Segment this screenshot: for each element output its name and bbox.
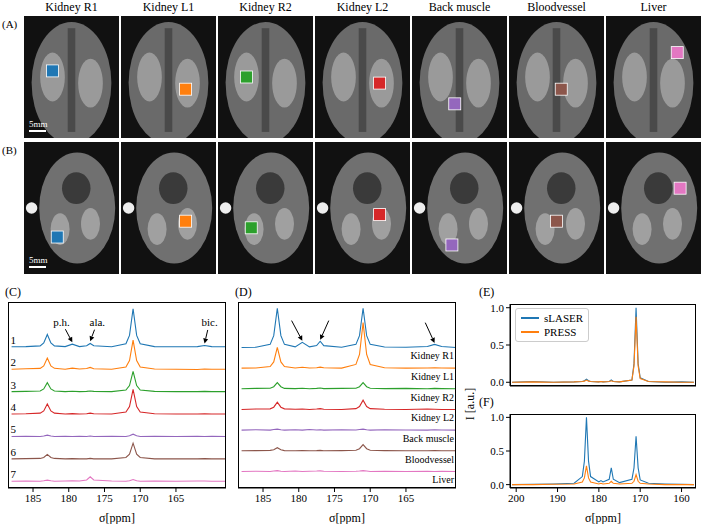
svg-text:1.0: 1.0: [490, 411, 504, 423]
html-text:(D): (D): [235, 285, 252, 299]
html-text:(F): (F): [479, 395, 494, 409]
html-text:sLASER: sLASER: [544, 312, 584, 324]
svg-text:Kidney R2: Kidney R2: [410, 392, 454, 403]
svg-text:4: 4: [11, 401, 17, 413]
svg-text:170: 170: [632, 492, 649, 504]
html-text:(B): (B): [2, 144, 17, 156]
html-text:Back muscle: Back muscle: [428, 0, 491, 14]
html-text:(E): (E): [479, 285, 495, 299]
svg-text:σ[ppm]: σ[ppm]: [329, 511, 365, 524]
svg-text:5: 5: [11, 423, 17, 435]
svg-text:175: 175: [96, 492, 113, 504]
svg-text:180: 180: [591, 492, 608, 504]
svg-text:175: 175: [326, 492, 343, 504]
svg-text:1: 1: [11, 334, 17, 346]
html-text:Kidney R2: Kidney R2: [239, 0, 292, 14]
html-text:Kidney L1: Kidney L1: [142, 0, 195, 14]
html-text:Liver: Liver: [640, 0, 667, 14]
html-text:PRESS: PRESS: [544, 326, 577, 338]
svg-text:5mm: 5mm: [29, 119, 48, 129]
svg-text:0.5: 0.5: [490, 339, 504, 351]
svg-text:Kidney L1: Kidney L1: [411, 371, 454, 382]
svg-text:0.0: 0.0: [490, 479, 504, 491]
html-text:Kidney R1: Kidney R1: [45, 0, 98, 14]
html-text:Bloodvessel: Bloodvessel: [527, 0, 586, 14]
svg-text:165: 165: [398, 492, 415, 504]
svg-text:Liver: Liver: [432, 474, 454, 485]
svg-text:7: 7: [11, 468, 17, 480]
svg-text:Back muscle: Back muscle: [403, 433, 455, 444]
svg-text:2: 2: [11, 356, 17, 368]
svg-text:185: 185: [255, 492, 272, 504]
svg-text:σ[ppm]: σ[ppm]: [99, 511, 135, 524]
svg-text:Bloodvessel: Bloodvessel: [405, 454, 454, 465]
svg-text:ala.: ala.: [90, 316, 106, 328]
svg-text:bic.: bic.: [201, 316, 217, 328]
svg-text:200: 200: [508, 492, 525, 504]
svg-text:Kidney R1: Kidney R1: [410, 350, 454, 361]
svg-text:0.5: 0.5: [490, 445, 504, 457]
svg-text:180: 180: [61, 492, 78, 504]
svg-text:I [a.u.]: I [a.u.]: [464, 388, 477, 420]
svg-text:160: 160: [673, 492, 690, 504]
svg-text:Kidney L2: Kidney L2: [411, 412, 454, 423]
svg-text:p.h.: p.h.: [53, 316, 70, 328]
svg-text:3: 3: [11, 379, 17, 391]
html-text:(C): (C): [5, 285, 21, 299]
html-text:(A): (A): [2, 18, 18, 30]
svg-text:6: 6: [11, 446, 17, 458]
svg-text:185: 185: [25, 492, 42, 504]
svg-text:σ[ppm]: σ[ppm]: [585, 511, 621, 524]
svg-text:5mm: 5mm: [29, 255, 48, 265]
svg-text:180: 180: [291, 492, 308, 504]
svg-text:0.0: 0.0: [490, 376, 504, 388]
svg-text:170: 170: [362, 492, 379, 504]
svg-text:165: 165: [168, 492, 185, 504]
html-text:Kidney L2: Kidney L2: [336, 0, 389, 14]
svg-text:1.0: 1.0: [490, 302, 504, 314]
svg-text:170: 170: [132, 492, 149, 504]
svg-text:190: 190: [549, 492, 566, 504]
